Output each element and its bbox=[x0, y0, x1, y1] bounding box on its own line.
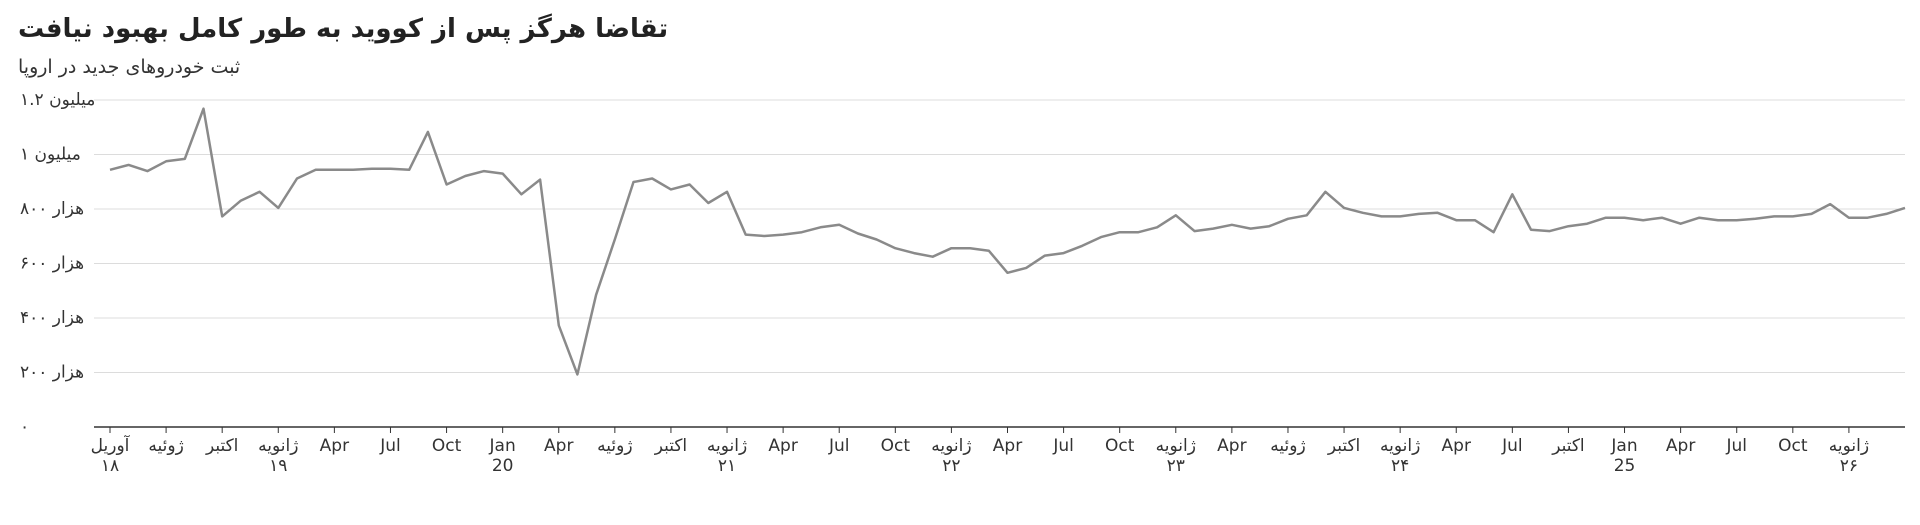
x-tick-label: Jul bbox=[1502, 436, 1523, 456]
x-tick-label: ژانویه ۲۴ bbox=[1380, 436, 1421, 476]
y-tick-label: ۱ میلیون bbox=[20, 145, 81, 165]
x-tick-label: Jul bbox=[1053, 436, 1074, 456]
x-tick-label: Apr bbox=[768, 436, 798, 456]
x-tick-label: Apr bbox=[1665, 436, 1696, 456]
x-tick-label: ژانویه ۲۳ bbox=[1155, 436, 1196, 476]
x-tick-label: Apr bbox=[1217, 436, 1247, 456]
y-tick-label: ۸۰۰ هزار bbox=[20, 199, 84, 219]
chart-title: تقاضا هرگز پس از کووید به طور کامل بهبود… bbox=[18, 14, 669, 44]
x-tick-label: Jul bbox=[828, 436, 850, 456]
x-tick-label: Apr bbox=[544, 436, 574, 456]
y-tick-label: ۲۰۰ هزار bbox=[20, 363, 84, 383]
x-tick-label: Jan 20 bbox=[489, 436, 516, 476]
x-tick-label: Oct bbox=[431, 436, 462, 456]
x-tick-label: Jul bbox=[1726, 436, 1747, 456]
x-tick-label: Apr bbox=[1441, 436, 1471, 456]
x-tick-label: Oct bbox=[1778, 436, 1808, 456]
y-tick-label: ۰ bbox=[20, 417, 29, 437]
x-tick-label: آوریل ۱۸ bbox=[90, 436, 130, 476]
y-tick-label: ۱.۲ میلیون bbox=[20, 90, 95, 110]
x-tick-label: ژوئیه bbox=[597, 436, 633, 456]
x-tick-label: Oct bbox=[880, 436, 911, 456]
x-tick-label: ژانویه ۲۲ bbox=[931, 436, 972, 476]
chart-subtitle: ثبت خودروهای جدید در اروپا bbox=[18, 56, 241, 78]
x-tick-label: اکتبر bbox=[1327, 436, 1361, 456]
x-tick-label: Jan 25 bbox=[1611, 436, 1638, 476]
x-tick-label: ژانویه ۱۹ bbox=[258, 436, 299, 476]
data-line bbox=[109, 107, 1906, 376]
x-tick-label: ژانویه ۲۶ bbox=[1828, 436, 1870, 476]
x-tick-label: Apr bbox=[992, 436, 1023, 456]
x-tick-label: Apr bbox=[319, 436, 350, 456]
x-tick-label: اکتبر bbox=[654, 436, 688, 456]
x-tick-label: Jul bbox=[380, 436, 401, 456]
x-tick-label: اکتبر bbox=[205, 436, 239, 456]
y-tick-label: ۶۰۰ هزار bbox=[20, 254, 84, 274]
x-tick-label: ژوئیه bbox=[148, 436, 184, 456]
x-tick-label: ژوئیه bbox=[1270, 436, 1306, 456]
x-tick-label: اکتبر bbox=[1552, 436, 1585, 456]
x-tick-label: Oct bbox=[1104, 436, 1135, 456]
x-tick-label: ژانویه ۲۱ bbox=[706, 436, 748, 476]
y-tick-label: ۴۰۰ هزار bbox=[20, 308, 84, 328]
